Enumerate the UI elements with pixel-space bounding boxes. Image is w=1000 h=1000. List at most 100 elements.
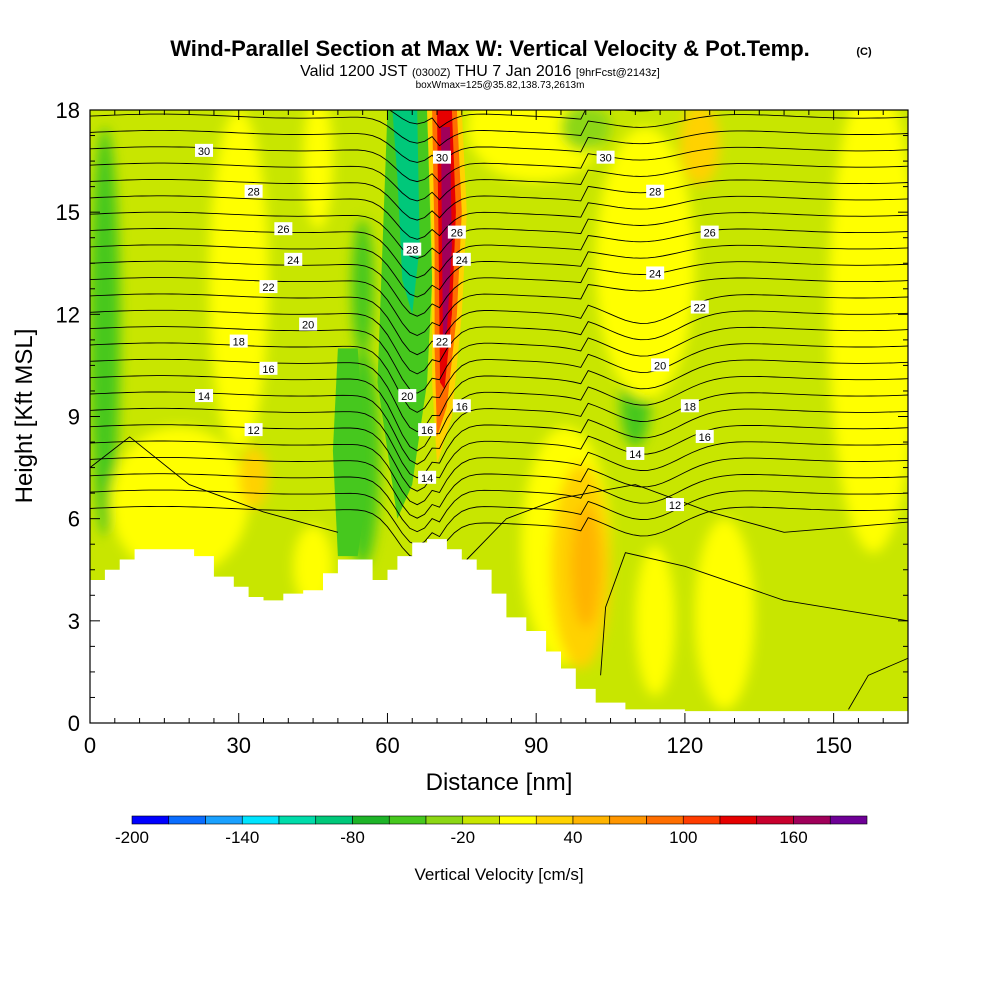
y-axis-label: Height [Kft MSL] bbox=[11, 329, 38, 504]
theta-contour bbox=[90, 293, 908, 356]
field-cell bbox=[303, 110, 333, 230]
y-tick-label: 18 bbox=[56, 98, 80, 123]
theta-contour bbox=[466, 484, 908, 560]
colorbar-swatch bbox=[609, 815, 647, 825]
colorbar-swatch bbox=[756, 815, 794, 825]
contour-label: 22 bbox=[432, 334, 451, 349]
contour-label-box bbox=[195, 389, 214, 403]
potential-temperature-contours bbox=[90, 110, 908, 710]
contour-label: 18 bbox=[680, 399, 699, 413]
colorbar-swatch bbox=[572, 815, 611, 825]
field-cell bbox=[351, 218, 374, 356]
contour-label-box bbox=[447, 225, 466, 239]
contour-label-text: 22 bbox=[694, 303, 706, 315]
theta-contour bbox=[90, 505, 908, 559]
contour-label: 16 bbox=[695, 429, 714, 444]
colorbar-swatch bbox=[535, 815, 574, 825]
contour-label-text: 26 bbox=[451, 228, 463, 240]
x-tick-label: 0 bbox=[84, 733, 96, 758]
theta-contour bbox=[600, 552, 908, 676]
contour-label-box bbox=[284, 252, 303, 266]
theta-contour bbox=[90, 211, 908, 259]
x-tick-label: 90 bbox=[524, 733, 548, 758]
colorbar-tick-label: -200 bbox=[115, 828, 149, 847]
colorbar-swatch bbox=[241, 815, 280, 825]
theta-contour bbox=[90, 146, 908, 183]
colorbar-swatch bbox=[682, 815, 721, 825]
contour-labels: 30 28 26 24 22 20 18 16 14 12 28 20 16 14 30 26 24 22 16 30… bbox=[195, 143, 719, 512]
contour-label-text: 14 bbox=[421, 473, 433, 485]
theta-contour bbox=[90, 260, 908, 317]
field-cell bbox=[679, 110, 720, 185]
contour-label-text: 24 bbox=[456, 255, 468, 267]
y-tick-label: 9 bbox=[68, 405, 80, 430]
theta-contour bbox=[90, 162, 908, 202]
theta-contour bbox=[90, 358, 908, 433]
y-tick-label: 6 bbox=[68, 507, 80, 532]
colorbar-tick-label: -140 bbox=[225, 828, 259, 847]
contour-label-box bbox=[418, 470, 437, 484]
contour-label: 24 bbox=[284, 252, 303, 267]
y-tick-label: 3 bbox=[68, 609, 80, 634]
contour-label: 14 bbox=[626, 446, 645, 461]
contour-label: 20 bbox=[398, 389, 417, 403]
contour-label-text: 14 bbox=[629, 449, 641, 461]
contour-label-text: 18 bbox=[684, 401, 696, 413]
contour-label-text: 14 bbox=[198, 391, 210, 403]
contour-label-box bbox=[452, 252, 471, 266]
contour-label-box bbox=[299, 317, 318, 331]
colorbar-swatch bbox=[315, 815, 353, 825]
contour-label: 14 bbox=[418, 470, 437, 485]
colorbar-tick-label: -80 bbox=[340, 828, 365, 847]
field-cell bbox=[560, 110, 611, 151]
x-axis: 0 30 60 90 120 150 bbox=[84, 110, 909, 758]
contour-label: 30 bbox=[596, 150, 615, 165]
contour-label-text: 18 bbox=[233, 337, 245, 349]
contour-label: 28 bbox=[403, 242, 422, 257]
colorbar: -200 -140 -80 -20 40 100 160 bbox=[115, 815, 868, 847]
contour-label: 28 bbox=[244, 184, 263, 199]
y-tick-label: 0 bbox=[68, 711, 80, 736]
contour-label-text: 16 bbox=[421, 425, 433, 437]
contour-label-text: 26 bbox=[277, 224, 289, 236]
theta-contour bbox=[90, 375, 908, 452]
contour-label-box bbox=[244, 423, 263, 437]
theta-contour bbox=[848, 657, 908, 710]
terrain-mask bbox=[90, 539, 908, 723]
contour-label-box bbox=[259, 361, 278, 375]
contour-label: 28 bbox=[646, 184, 665, 199]
contour-label-box bbox=[195, 143, 214, 157]
contour-label-text: 28 bbox=[406, 245, 418, 257]
theta-contour bbox=[90, 129, 908, 165]
contour-label-box bbox=[651, 358, 670, 372]
theta-contour bbox=[90, 391, 908, 465]
contour-label-text: 24 bbox=[287, 255, 299, 267]
x-tick-label: 150 bbox=[815, 733, 852, 758]
theta-contour bbox=[90, 195, 908, 240]
theta-contour bbox=[90, 277, 908, 336]
colorbar-swatch bbox=[829, 815, 868, 825]
contour-label: 24 bbox=[452, 252, 471, 267]
colorbar-swatch bbox=[388, 815, 427, 825]
theta-contour bbox=[90, 424, 908, 492]
field-cell bbox=[109, 426, 249, 577]
chart-subtitle: Valid 1200 JST (0300Z) THU 7 Jan 2016 [9… bbox=[300, 63, 660, 80]
theta-contour bbox=[90, 228, 908, 279]
contour-label-text: 26 bbox=[704, 228, 716, 240]
contour-label: 16 bbox=[418, 423, 437, 437]
contour-label-box bbox=[259, 280, 278, 294]
theta-contour bbox=[90, 113, 908, 147]
contour-label-text: 28 bbox=[247, 187, 259, 199]
contour-label-box bbox=[646, 266, 665, 280]
colorbar-swatch bbox=[352, 815, 390, 825]
contour-label-text: 30 bbox=[436, 153, 448, 165]
contour-label-text: 22 bbox=[436, 337, 448, 349]
contour-label-box bbox=[229, 334, 248, 348]
theta-contour bbox=[90, 179, 908, 221]
field-cell bbox=[570, 505, 601, 628]
contour-label-text: 12 bbox=[247, 425, 259, 437]
colorbar-tick-label: 40 bbox=[564, 828, 583, 847]
contour-label: 12 bbox=[665, 498, 684, 512]
y-axis: 0 3 6 9 12 15 18 bbox=[56, 98, 908, 736]
